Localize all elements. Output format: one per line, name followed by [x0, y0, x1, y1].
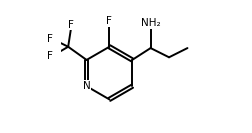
Text: F: F [106, 16, 112, 26]
Text: N: N [82, 81, 90, 91]
Text: F: F [46, 51, 52, 61]
Text: F: F [46, 34, 52, 44]
Text: F: F [68, 20, 73, 30]
Text: NH₂: NH₂ [140, 18, 160, 28]
